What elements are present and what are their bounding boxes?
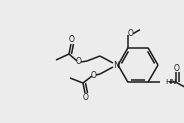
Text: O: O [76,57,82,67]
Text: O: O [83,92,89,101]
Text: O: O [174,64,180,73]
Text: N: N [113,61,119,69]
Text: HN: HN [165,79,176,85]
Text: O: O [128,29,134,38]
Text: O: O [91,70,97,79]
Text: O: O [69,36,75,45]
